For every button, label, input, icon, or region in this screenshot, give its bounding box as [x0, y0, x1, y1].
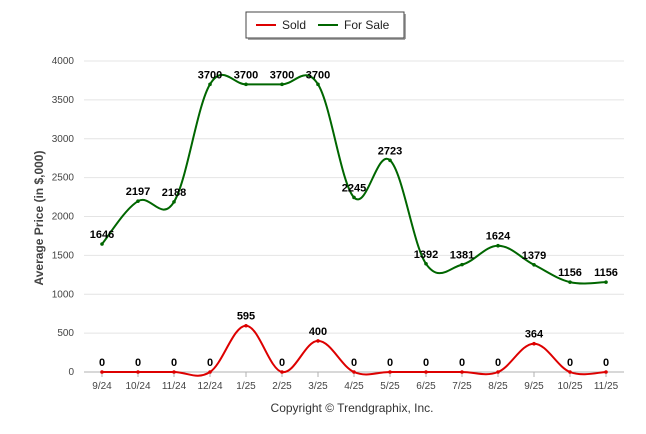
x-tick-label: 8/25: [488, 381, 508, 392]
data-point-sold: [568, 370, 572, 374]
x-tick-label: 10/25: [557, 381, 582, 392]
y-axis-title: Average Price (in $,000): [32, 151, 46, 286]
data-point-sold: [388, 370, 392, 374]
data-point-sold: [532, 341, 536, 346]
data-label-for-sale: 1646: [90, 229, 114, 241]
y-tick-label: 1500: [52, 250, 75, 261]
legend-label-sold[interactable]: Sold: [282, 18, 306, 32]
x-tick-label: 6/25: [416, 381, 436, 392]
data-label-sold: 0: [279, 357, 285, 369]
data-label-sold: 0: [387, 357, 393, 369]
data-point-sold: [244, 323, 248, 328]
data-point-sold: [352, 370, 356, 374]
data-point-for-sale: [172, 200, 176, 204]
data-point-for-sale: [496, 243, 500, 248]
data-label-sold: 0: [171, 357, 177, 369]
data-point-for-sale: [424, 261, 428, 266]
data-label-sold: 595: [237, 311, 255, 323]
data-label-sold: 0: [99, 357, 105, 369]
series-layer: [100, 74, 608, 377]
data-label-for-sale: 1381: [450, 250, 474, 262]
data-label-for-sale: 2245: [342, 182, 366, 194]
data-point-for-sale: [100, 242, 104, 246]
data-point-for-sale: [352, 195, 356, 200]
data-label-sold: 0: [351, 357, 357, 369]
data-label-sold: 0: [603, 357, 609, 369]
data-label-sold: 0: [567, 357, 573, 369]
data-point-sold: [496, 370, 500, 374]
y-tick-label: 2500: [52, 173, 75, 184]
data-point-sold: [136, 370, 140, 374]
data-point-for-sale: [316, 82, 320, 87]
y-tick-label: 3000: [52, 134, 75, 145]
x-tick-label: 7/25: [452, 381, 472, 392]
data-point-sold: [280, 370, 284, 374]
data-label-for-sale: 2723: [378, 145, 402, 157]
data-label-sold: 400: [309, 326, 327, 338]
x-tick-label: 12/24: [197, 381, 222, 392]
data-label-for-sale: 3700: [306, 69, 330, 81]
copyright-credit: Copyright © Trendgraphix, Inc.: [271, 401, 434, 415]
data-point-for-sale: [280, 82, 284, 87]
data-point-for-sale: [460, 262, 464, 267]
data-label-for-sale: 2197: [126, 186, 150, 198]
x-tick-label: 3/25: [308, 381, 328, 392]
data-label-for-sale: 3700: [234, 69, 258, 81]
data-point-sold: [460, 370, 464, 374]
legend-label-for-sale[interactable]: For Sale: [344, 18, 390, 32]
y-tick-label: 4000: [52, 56, 75, 67]
data-label-for-sale: 3700: [270, 69, 294, 81]
data-label-sold: 0: [495, 357, 501, 369]
data-point-sold: [208, 370, 212, 374]
data-point-for-sale: [604, 280, 608, 284]
y-tick-label: 1000: [52, 289, 75, 300]
data-labels: 0 0 0 0 595 0 400 0 0 0 0 0 364 0 0 1646 2197 2188 3700 370…: [90, 69, 618, 369]
x-tick-label: 4/25: [344, 381, 364, 392]
x-tick-label: 2/25: [272, 381, 292, 392]
data-label-sold: 0: [423, 357, 429, 369]
data-label-for-sale: 1624: [486, 231, 511, 243]
data-point-for-sale: [136, 199, 140, 203]
x-tick-label: 9/24: [92, 381, 112, 392]
y-tick-label: 0: [68, 367, 74, 378]
gridlines: [84, 60, 624, 334]
data-label-for-sale: 1392: [414, 249, 438, 261]
x-tick-label: 11/24: [162, 381, 187, 392]
data-label-for-sale: 1156: [558, 267, 582, 279]
data-point-sold: [424, 370, 428, 374]
data-point-sold: [172, 370, 176, 374]
data-label-sold: 0: [459, 357, 465, 369]
data-label-sold: 364: [525, 329, 544, 341]
x-tick-label: 10/24: [125, 381, 150, 392]
data-label-for-sale: 2188: [162, 187, 186, 199]
data-label-for-sale: 3700: [198, 69, 222, 81]
y-tick-label: 3500: [52, 95, 75, 106]
y-tick-label: 500: [57, 328, 74, 339]
series-line-for-sale: [101, 74, 607, 285]
y-tick-label: 2000: [52, 212, 75, 223]
data-point-sold: [604, 370, 608, 374]
data-label-for-sale: 1156: [594, 267, 618, 279]
data-point-for-sale: [532, 262, 536, 267]
data-point-for-sale: [568, 280, 572, 284]
x-tick-label: 11/25: [594, 381, 619, 392]
x-tick-label: 1/25: [236, 381, 256, 392]
x-tick-label: 5/25: [380, 381, 400, 392]
data-point-for-sale: [208, 82, 212, 87]
data-point-for-sale: [244, 82, 248, 87]
data-label-sold: 0: [135, 357, 141, 369]
x-tick-label: 9/25: [524, 381, 544, 392]
data-label-for-sale: 1379: [522, 250, 546, 262]
data-point-sold: [316, 339, 320, 343]
data-point-for-sale: [388, 158, 392, 163]
data-label-sold: 0: [207, 357, 213, 369]
data-point-sold: [100, 370, 104, 374]
legend: Sold For Sale: [245, 11, 406, 40]
